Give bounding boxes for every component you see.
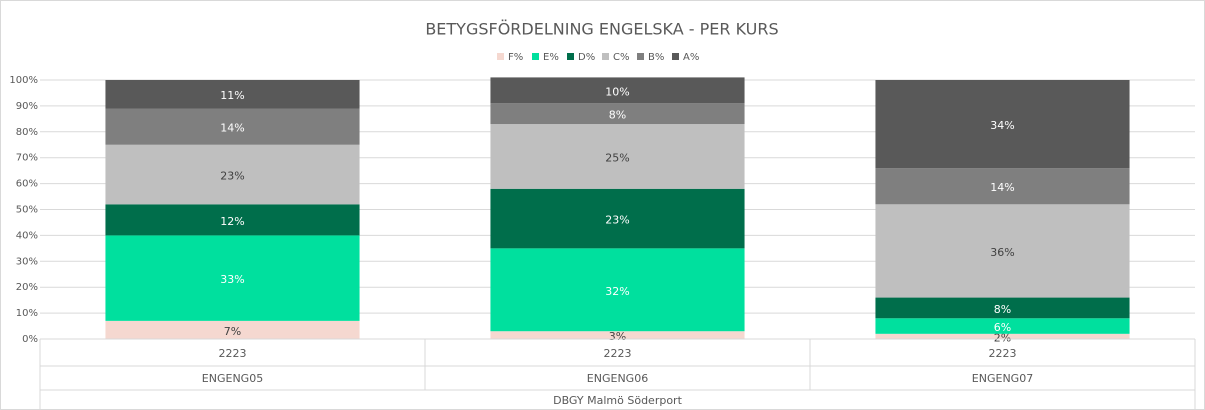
data-label: 8% (994, 303, 1011, 316)
x-tick-label: ENGENG07 (972, 372, 1033, 385)
y-tick-label: 60% (16, 179, 38, 190)
legend-swatch (567, 53, 574, 60)
bar-segment (875, 297, 1130, 319)
y-tick-label: 70% (16, 153, 38, 164)
y-tick-label: 40% (16, 230, 38, 241)
data-label: 10% (605, 85, 629, 98)
y-tick-label: 90% (16, 101, 38, 112)
bar-segment (490, 77, 745, 104)
data-label: 12% (220, 215, 244, 228)
data-label: 14% (990, 181, 1014, 194)
bar-segment (875, 204, 1130, 298)
data-label: 3% (609, 330, 626, 343)
bar-segment (875, 318, 1130, 334)
data-label: 23% (605, 214, 629, 227)
y-tick-label: 80% (16, 127, 38, 138)
y-tick-label: 100% (9, 75, 38, 86)
bar-segment (490, 124, 745, 189)
chart-title: BETYGSFÖRDELNING ENGELSKA - PER KURS (425, 20, 778, 39)
data-label: 2% (994, 331, 1011, 344)
legend-swatch (532, 53, 539, 60)
bar-segment (490, 248, 745, 332)
data-label: 7% (224, 325, 241, 338)
data-label: 34% (990, 119, 1014, 132)
y-tick-label: 20% (16, 282, 38, 293)
data-label: 23% (220, 170, 244, 183)
x-tick-label: 2223 (219, 347, 247, 360)
bar-segment (105, 80, 360, 109)
data-label: 11% (220, 89, 244, 102)
bar-segment (875, 333, 1130, 339)
bar-segment (105, 144, 360, 205)
legend-swatch (497, 53, 504, 60)
legend-label: A% (683, 52, 699, 63)
y-tick-label: 10% (16, 308, 38, 319)
bar-segment (105, 235, 360, 321)
bar-segment (490, 103, 745, 125)
bar-segment (105, 320, 360, 339)
data-label: 8% (609, 109, 626, 122)
legend-label: B% (648, 52, 664, 63)
legend-label: E% (543, 52, 559, 63)
data-label: 33% (220, 273, 244, 286)
y-tick-label: 50% (16, 205, 38, 216)
data-label: 14% (220, 122, 244, 135)
x-tick-label: ENGENG05 (202, 372, 263, 385)
y-tick-label: 0% (22, 334, 38, 345)
x-tick-label: ENGENG06 (587, 372, 648, 385)
legend-label: D% (578, 52, 595, 63)
x-tick-label: 2223 (604, 347, 632, 360)
bar-segment (490, 331, 745, 339)
bar-segment (875, 168, 1130, 205)
legend-label: C% (613, 52, 629, 63)
bar-segment (875, 80, 1130, 169)
data-label: 32% (605, 285, 629, 298)
data-label: 25% (605, 151, 629, 164)
legend-swatch (602, 53, 609, 60)
legend-swatch (672, 53, 679, 60)
bar-segment (105, 204, 360, 236)
data-label: 6% (994, 321, 1011, 334)
bar-segment (105, 108, 360, 145)
bar-segment (490, 188, 745, 249)
x-group-label: DBGY Malmö Söderport (553, 394, 682, 407)
data-label: 36% (990, 246, 1014, 259)
legend-label: F% (508, 52, 523, 63)
x-tick-label: 2223 (989, 347, 1017, 360)
legend-swatch (637, 53, 644, 60)
y-tick-label: 30% (16, 256, 38, 267)
